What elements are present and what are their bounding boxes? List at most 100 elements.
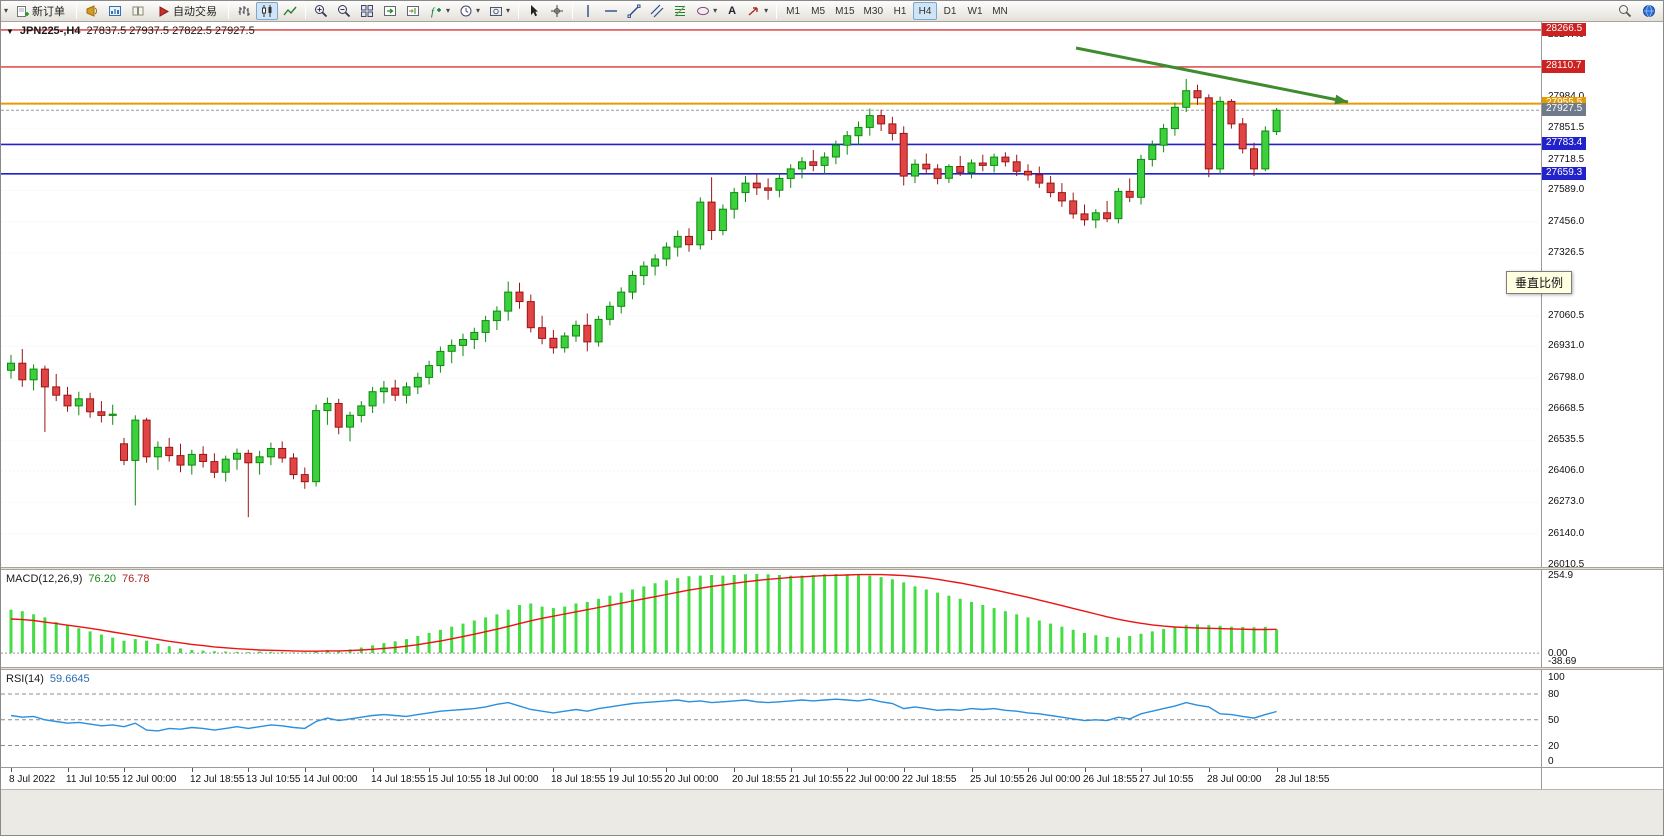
time-label: 15 Jul 10:55 (427, 774, 482, 785)
symbol-caret-icon[interactable]: ▼ (6, 26, 14, 36)
axis-label: 26931.0 (1548, 340, 1585, 352)
toolbar-separator (305, 3, 307, 19)
timeframe-mn-button[interactable]: MN (992, 5, 1008, 17)
axis-label: 50 (1548, 714, 1560, 726)
axis-corner (1541, 768, 1663, 789)
book-icon (132, 6, 144, 16)
axis-label: 0.00 (1548, 648, 1568, 660)
arrows-tool-button[interactable]: ▾ (743, 2, 772, 20)
shapes-tool-button[interactable]: ▾ (692, 2, 721, 20)
time-label: 28 Jul 00:00 (1207, 774, 1262, 785)
search-button[interactable] (1614, 2, 1636, 20)
autotrade-label: 自动交易 (173, 6, 218, 18)
price-level-badge[interactable]: 27783.4 (1542, 137, 1587, 150)
rsi-axis[interactable]: 100 80 50 20 0 (1541, 670, 1663, 767)
terminal-button[interactable] (127, 2, 149, 20)
timeframe-h4-button[interactable]: H4 (913, 2, 937, 20)
price-level-badge[interactable]: 28266.5 (1542, 23, 1587, 36)
axis-label: 27851.5 (1548, 122, 1585, 134)
timeframe-m5-button[interactable]: M5 (811, 5, 826, 17)
time-tick (1209, 768, 1210, 772)
macd-histogram (9, 574, 1279, 654)
price-level-badge[interactable]: 27659.3 (1542, 167, 1587, 180)
text-tool-icon: A (728, 5, 737, 17)
axis-label: 20 (1548, 740, 1560, 752)
macd-axis[interactable]: 254.9 0.00 -38.69 (1541, 570, 1663, 667)
auto-scroll-button[interactable] (379, 2, 401, 20)
price-chart[interactable] (1, 22, 1541, 567)
time-label: 20 Jul 18:55 (732, 774, 787, 785)
zoom-out-button[interactable] (333, 2, 355, 20)
window-menu-caret-icon[interactable]: ▾ (4, 6, 9, 15)
candlestick-mode-button[interactable] (256, 2, 279, 20)
panel-splitter[interactable] (1, 667, 1663, 670)
channel-tool-button[interactable] (646, 2, 668, 20)
price-level-badge[interactable]: 28110.7 (1542, 60, 1586, 73)
axis-label: 26010.5 (1548, 558, 1585, 570)
time-label: 8 Jul 2022 (9, 774, 56, 785)
axis-label: 26798.0 (1548, 371, 1585, 383)
timeframe-m1-button[interactable]: M1 (786, 5, 801, 17)
zoom-in-button[interactable] (310, 2, 332, 20)
time-tick (1141, 768, 1142, 772)
text-tool-button[interactable]: A (722, 2, 742, 20)
price-axis[interactable]: 28247.027984.027851.527718.527589.027456… (1541, 22, 1663, 570)
indicators-button[interactable]: f ▾ (425, 2, 454, 20)
timeframe-m30-button[interactable]: M30 (863, 5, 883, 17)
time-label: 19 Jul 10:55 (608, 774, 663, 785)
axis-label: 80 (1548, 689, 1560, 701)
horizontal-line-tool-button[interactable] (600, 2, 622, 20)
axis-label: 100 (1548, 671, 1565, 683)
open-chart-button[interactable] (104, 2, 126, 20)
alerts-button[interactable] (81, 2, 103, 20)
price-level-badge[interactable]: 27927.5 (1542, 103, 1587, 116)
channel-icon (650, 4, 664, 18)
time-label: 28 Jul 18:55 (1275, 774, 1330, 785)
timeframe-d1-button[interactable]: D1 (943, 5, 957, 17)
rsi-chart[interactable] (1, 670, 1541, 767)
time-label: 18 Jul 00:00 (484, 774, 539, 785)
timeframe-m15-button[interactable]: M15 (835, 5, 855, 17)
cursor-tool-button[interactable] (523, 2, 545, 20)
megaphone-icon (86, 5, 98, 17)
chart-shift-button[interactable] (402, 2, 424, 20)
time-tick (305, 768, 306, 772)
vertical-line-icon (587, 5, 589, 17)
trend-arrow[interactable] (1075, 46, 1349, 105)
timeframe-h1-button[interactable]: H1 (893, 5, 907, 17)
rsi-header: RSI(14) 59.6645 (6, 673, 90, 685)
chart-shift-icon (407, 6, 420, 16)
time-axis[interactable]: 8 Jul 2022 11 Jul 10:55 12 Jul 00:00 12 Jul… (1, 767, 1663, 789)
bar-chart-mode-button[interactable] (233, 2, 255, 20)
time-label: 18 Jul 18:55 (551, 774, 606, 785)
axis-label: 26535.5 (1548, 434, 1585, 446)
panel-splitter[interactable] (1, 567, 1663, 570)
new-order-button[interactable]: 新订单 (9, 2, 72, 20)
clock-icon (460, 5, 472, 17)
tile-windows-button[interactable] (356, 2, 378, 20)
horizontal-level-lines[interactable] (1, 29, 1541, 175)
snapshot-icon (490, 7, 503, 16)
community-globe-icon (1643, 5, 1655, 17)
autotrade-button[interactable]: 自动交易 (150, 2, 224, 20)
timeframe-w1-button[interactable]: W1 (967, 5, 983, 17)
template-button[interactable]: ▾ (485, 2, 514, 20)
periods-button[interactable]: ▾ (455, 2, 484, 20)
time-tick (68, 768, 69, 772)
trendline-tool-button[interactable] (623, 2, 645, 20)
candles-series[interactable] (7, 78, 1281, 518)
time-label: 27 Jul 10:55 (1139, 774, 1194, 785)
fibonacci-tool-button[interactable] (669, 2, 691, 20)
time-tick (429, 768, 430, 772)
axis-label: 26668.5 (1548, 402, 1585, 414)
community-button[interactable] (1638, 2, 1660, 20)
time-tick (1028, 768, 1029, 772)
rsi-value: 59.6645 (49, 673, 90, 685)
crosshair-tool-button[interactable] (546, 2, 568, 20)
vertical-line-tool-button[interactable] (577, 2, 599, 20)
time-label: 14 Jul 00:00 (303, 774, 358, 785)
line-chart-mode-button[interactable] (279, 2, 301, 20)
macd-chart[interactable] (1, 570, 1541, 667)
axis-label: 27326.5 (1548, 246, 1585, 258)
